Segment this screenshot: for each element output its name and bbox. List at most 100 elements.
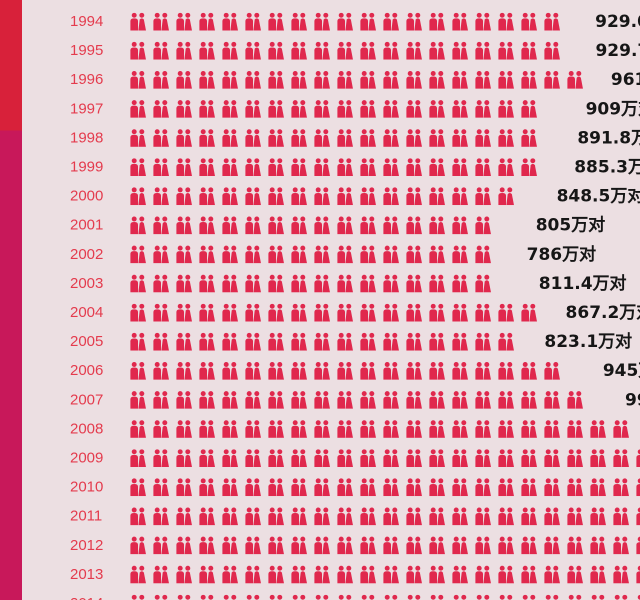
couple-icon [268,303,284,322]
year-label-2014: 2014 [70,595,103,600]
bar-2002 [130,245,504,264]
couple-icon [360,12,376,31]
year-label-2001: 2001 [70,217,103,234]
couple-icon [452,536,468,555]
couple-icon [636,478,640,497]
value-label-2007: 991.4万对 [625,389,640,410]
couple-icon [291,449,307,467]
couple-icon [383,303,399,322]
value-label-1999: 885.3万对 [574,157,640,178]
bar-1998 [130,129,554,147]
couple-icon [406,303,422,322]
couple-icon [429,129,445,147]
value-label-2002: 786万对 [527,244,597,265]
couple-icon [452,362,468,380]
year-label-2011: 2011 [70,508,102,525]
couple-icon [498,12,514,31]
couple-icon [613,478,629,497]
couple-icon [199,245,215,264]
couple-icon [475,449,491,467]
couple-icon [521,565,537,584]
bar-2004 [130,303,537,322]
couple-icon [475,420,491,438]
year-label-2003: 2003 [70,275,103,292]
couple-icon [429,245,445,264]
couple-icon [153,507,169,526]
couple-icon [222,536,238,555]
couple-icon [521,478,537,497]
couple-icon [268,129,284,147]
couple-icon [176,420,192,438]
couple-icon [475,187,491,206]
couple-icon [314,303,330,322]
bar-2003 [130,274,514,293]
couple-icon [383,274,399,293]
couple-icon [130,362,146,380]
couple-icon [498,303,514,322]
couple-icon [153,274,169,293]
couple-icon [130,41,146,60]
couple-icon [314,478,330,497]
couple-icon [567,536,583,555]
couple-icon [406,71,422,89]
couple-icon [153,594,169,600]
couple-icon [130,391,146,409]
couple-icon [383,129,399,147]
couple-icon [360,332,376,351]
couple-icon [130,216,146,235]
couple-icon [406,216,422,235]
couple-icon [222,129,238,147]
couple-icon [314,129,330,147]
couple-icon [130,245,146,264]
couple-icon [245,216,261,235]
couple-icon [130,420,146,438]
couple-icon [268,536,284,555]
couple-icon [452,274,468,293]
couple-icon [222,594,238,600]
bar-1997 [130,100,560,118]
couple-icon [498,41,514,60]
couple-icon [153,100,169,118]
couple-icon [199,507,215,526]
couple-icon [245,187,261,206]
couple-icon [291,41,307,60]
couple-icon [452,100,468,118]
couple-icon [383,216,399,235]
couple-icon [245,158,261,176]
couple-icon [383,332,399,351]
couple-icon [199,274,215,293]
value-label-1997: 909万对 [586,98,640,119]
couple-icon [314,41,330,60]
couple-icon [567,449,583,467]
couple-icon-partial [567,362,579,380]
icon-bars [130,12,640,600]
couple-icon [314,274,330,293]
couple-icon [475,303,491,322]
couple-icon [406,245,422,264]
bar-2001 [130,216,512,235]
couple-icon [544,362,560,380]
couple-icon [130,478,146,497]
couple-icon [452,129,468,147]
couple-icon [429,478,445,497]
couple-icon [636,507,640,526]
couple-icon [268,362,284,380]
couple-icon [291,71,307,89]
couple-icon [590,594,606,600]
couple-icon [636,449,640,467]
couple-icon [429,449,445,467]
couple-icon [199,391,215,409]
couple-icon [291,274,307,293]
couple-icon [130,536,146,555]
couple-icon [222,449,238,467]
couple-icon [176,100,192,118]
couple-icon [567,420,583,438]
couple-icon [383,391,399,409]
couple-icon [291,12,307,31]
couple-icon [337,420,353,438]
couple-icon [245,565,261,584]
couple-icon [567,71,583,89]
year-label-1997: 1997 [70,100,103,117]
couple-icon [314,420,330,438]
couple-icon [406,478,422,497]
